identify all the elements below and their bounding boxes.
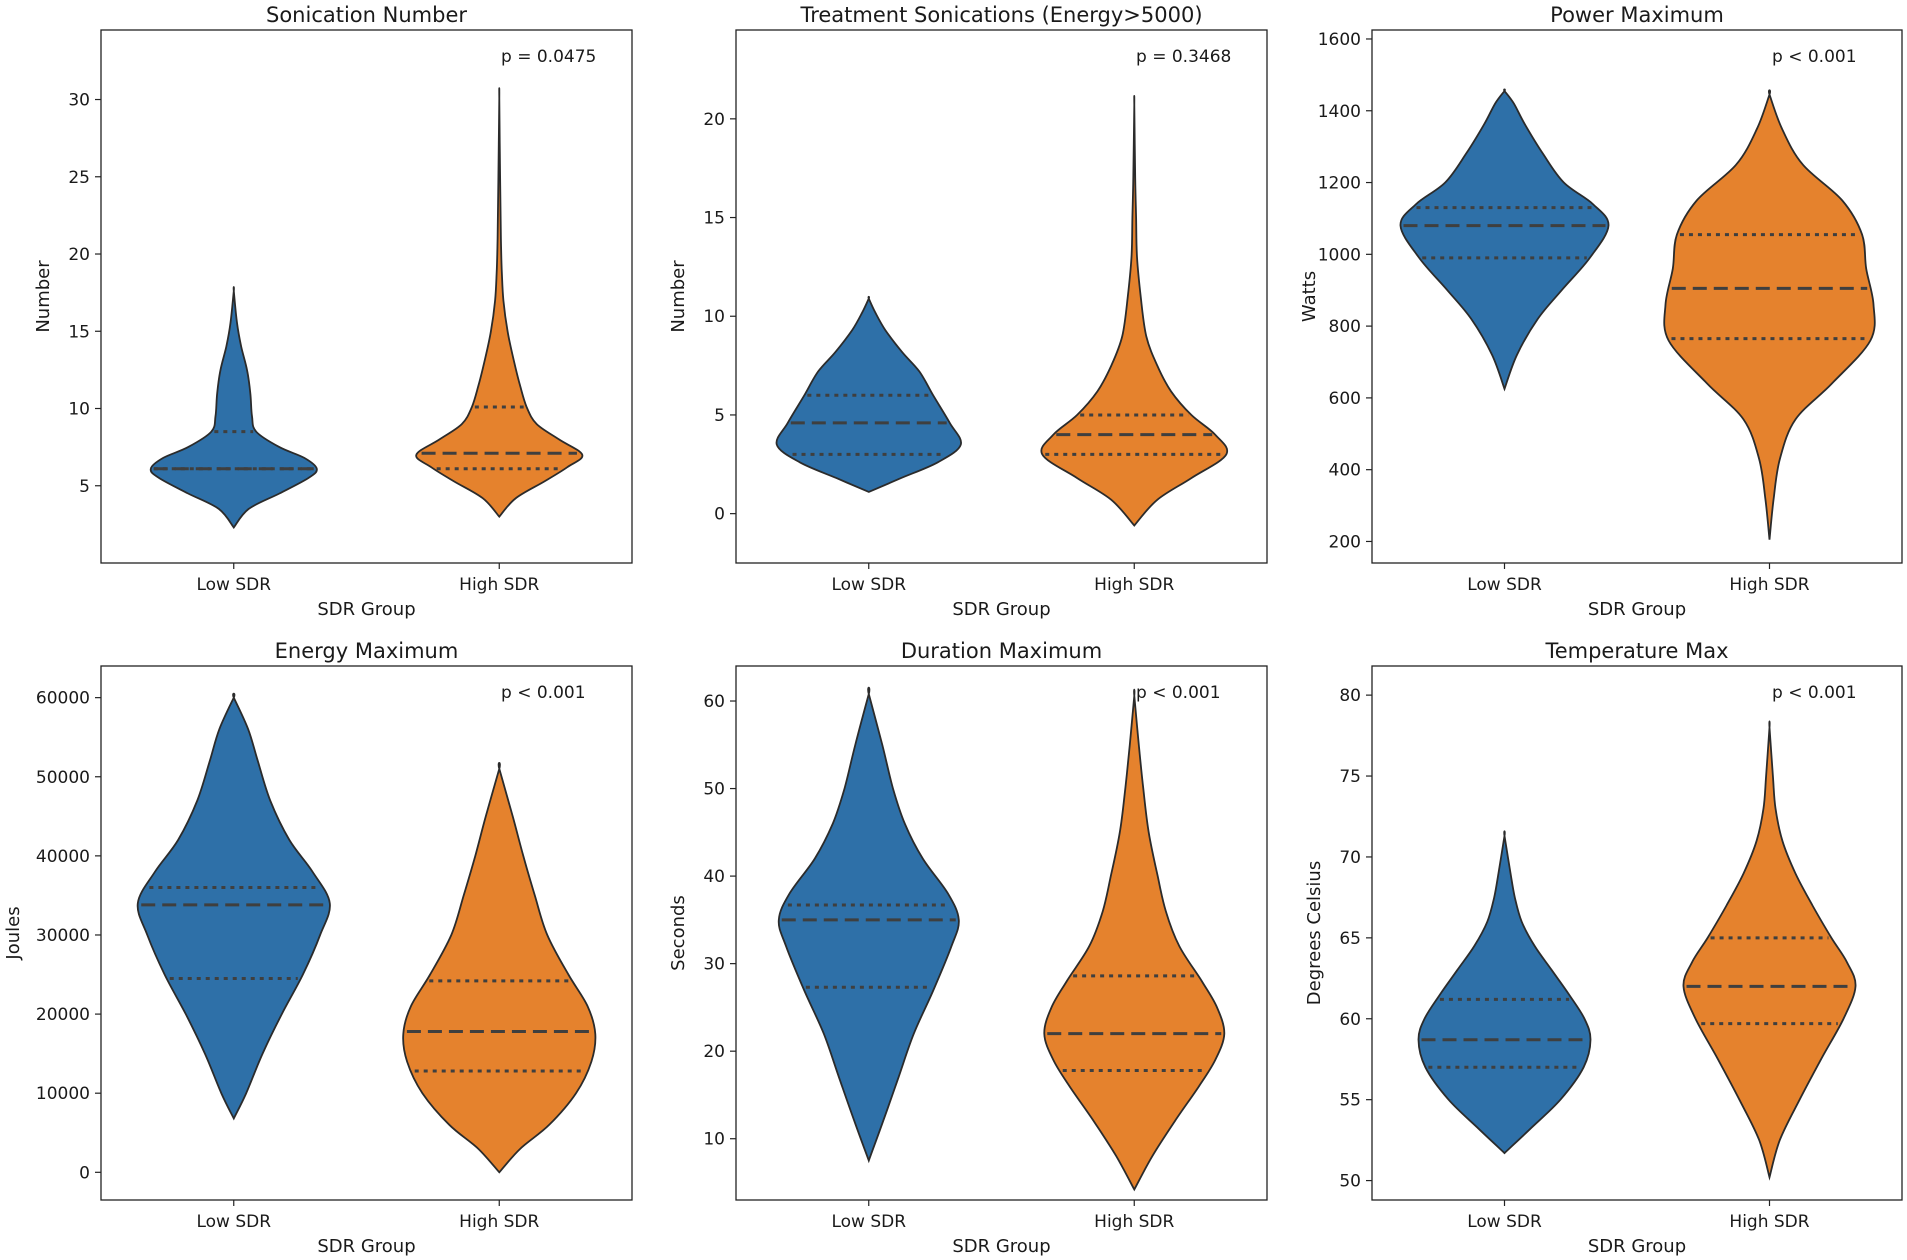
y-tick-label: 1000 xyxy=(1318,245,1361,265)
y-tick-label: 15 xyxy=(703,209,725,229)
violin-low-sdr xyxy=(149,286,318,529)
y-tick-label: 10 xyxy=(68,400,90,420)
y-tick-label: 10000 xyxy=(36,1084,90,1104)
x-axis-label: SDR Group xyxy=(952,599,1050,620)
p-value-annotation: p < 0.001 xyxy=(1772,47,1857,67)
y-tick-label: 20 xyxy=(703,110,725,130)
y-axis-label: Joules xyxy=(3,906,24,960)
y-tick-label: 50 xyxy=(703,780,725,800)
chart-title: Sonication Number xyxy=(266,3,467,27)
violin-high-sdr xyxy=(1043,688,1226,1192)
plot-frame xyxy=(1371,665,1903,1201)
violin-high-sdr xyxy=(402,761,597,1174)
plot-frame xyxy=(735,29,1268,564)
y-tick-label: 400 xyxy=(1329,461,1361,481)
chart-panel: 50 55 60 65 70 75 80 Low SDR High SDR SDR Group De… xyxy=(1304,639,1903,1257)
y-tick-label: 15 xyxy=(68,322,90,342)
y-tick-label: 1600 xyxy=(1318,30,1361,50)
chart-panel: 0 10000 20000 30000 40000 50000 60000 Low SDR Hi… xyxy=(3,639,633,1257)
x-tick-label: High SDR xyxy=(1729,1212,1809,1232)
p-value-annotation: p = 0.0475 xyxy=(501,47,596,67)
chart-panel: 200 400 600 800 1000 1200 1400 1600 Low SDR High … xyxy=(1299,3,1903,620)
y-tick-label: 50 xyxy=(1339,1172,1361,1192)
p-value-annotation: p = 0.3468 xyxy=(1136,47,1231,67)
x-tick-label: High SDR xyxy=(459,575,539,595)
x-tick-label: Low SDR xyxy=(1467,1212,1542,1232)
y-axis-label: Number xyxy=(668,260,689,333)
x-tick-label: Low SDR xyxy=(1467,575,1542,595)
y-tick-label: 30 xyxy=(703,955,725,975)
plot-frame xyxy=(735,665,1268,1201)
violin-low-sdr xyxy=(777,686,960,1164)
y-tick-label: 20000 xyxy=(36,1005,90,1025)
chart-title: Treatment Sonications (Energy>5000) xyxy=(799,3,1202,27)
chart-title: Duration Maximum xyxy=(901,639,1102,663)
violin-low-sdr xyxy=(1417,830,1592,1155)
violin-high-sdr xyxy=(1040,94,1229,527)
plot-frame xyxy=(100,665,633,1201)
violin-high-sdr xyxy=(1663,89,1876,540)
chart-panel: 10 20 30 40 50 60 Low SDR High SDR SDR Group Seco… xyxy=(668,639,1268,1257)
y-tick-label: 200 xyxy=(1329,532,1361,552)
x-axis-label: SDR Group xyxy=(1588,599,1686,620)
y-tick-label: 0 xyxy=(79,1163,90,1183)
y-tick-label: 55 xyxy=(1339,1091,1361,1111)
x-axis-label: SDR Group xyxy=(317,1236,415,1257)
p-value-annotation: p < 0.001 xyxy=(501,683,586,703)
plot-frame xyxy=(100,29,633,564)
y-tick-label: 60000 xyxy=(36,689,90,709)
x-tick-label: High SDR xyxy=(1094,575,1174,595)
x-tick-label: Low SDR xyxy=(196,1212,271,1232)
y-tick-label: 1400 xyxy=(1318,102,1361,122)
violin-high-sdr xyxy=(415,87,584,519)
y-tick-label: 20 xyxy=(703,1042,725,1062)
chart-title: Power Maximum xyxy=(1550,3,1724,27)
p-value-annotation: p < 0.001 xyxy=(1136,683,1221,703)
p-value-annotation: p < 0.001 xyxy=(1772,683,1857,703)
y-tick-label: 50000 xyxy=(36,768,90,788)
y-tick-label: 1200 xyxy=(1318,174,1361,194)
violin-low-sdr xyxy=(775,295,962,493)
y-tick-label: 600 xyxy=(1329,389,1361,409)
x-tick-label: High SDR xyxy=(459,1212,539,1232)
x-axis-label: SDR Group xyxy=(1588,1236,1686,1257)
chart-title: Energy Maximum xyxy=(275,639,459,663)
y-tick-label: 5 xyxy=(714,406,725,426)
y-tick-label: 40 xyxy=(703,867,725,887)
chart-panel: 5 10 15 20 25 30 Low SDR High SDR SDR Group Numbe… xyxy=(33,3,633,620)
x-axis-label: SDR Group xyxy=(952,1236,1050,1257)
y-tick-label: 40000 xyxy=(36,847,90,867)
y-tick-label: 10 xyxy=(703,307,725,327)
chart-panel: 0 5 10 15 20 Low SDR High SDR SDR Group Number Tr… xyxy=(668,3,1268,620)
y-tick-label: 5 xyxy=(79,477,90,497)
y-tick-label: 60 xyxy=(1339,1010,1361,1030)
x-tick-label: Low SDR xyxy=(196,575,271,595)
y-tick-label: 70 xyxy=(1339,848,1361,868)
y-tick-label: 30000 xyxy=(36,926,90,946)
y-tick-label: 65 xyxy=(1339,929,1361,949)
y-tick-label: 75 xyxy=(1339,767,1361,787)
y-tick-label: 10 xyxy=(703,1130,725,1150)
y-axis-label: Number xyxy=(33,260,54,333)
y-tick-label: 80 xyxy=(1339,686,1361,706)
y-tick-label: 60 xyxy=(703,692,725,712)
y-axis-label: Degrees Celsius xyxy=(1304,861,1325,1005)
y-tick-label: 800 xyxy=(1329,317,1361,337)
y-axis-label: Seconds xyxy=(668,895,689,971)
y-tick-label: 0 xyxy=(714,505,725,525)
x-tick-label: Low SDR xyxy=(831,575,906,595)
y-tick-label: 30 xyxy=(68,91,90,111)
chart-title: Temperature Max xyxy=(1544,639,1728,663)
violin-high-sdr xyxy=(1682,720,1857,1181)
x-tick-label: High SDR xyxy=(1729,575,1809,595)
plot-frame xyxy=(1371,29,1903,564)
y-tick-label: 20 xyxy=(68,245,90,265)
x-axis-label: SDR Group xyxy=(317,599,415,620)
y-axis-label: Watts xyxy=(1299,271,1320,322)
x-tick-label: High SDR xyxy=(1094,1212,1174,1232)
violin-low-sdr xyxy=(1399,88,1610,392)
y-tick-label: 25 xyxy=(68,168,90,188)
x-tick-label: Low SDR xyxy=(831,1212,906,1232)
